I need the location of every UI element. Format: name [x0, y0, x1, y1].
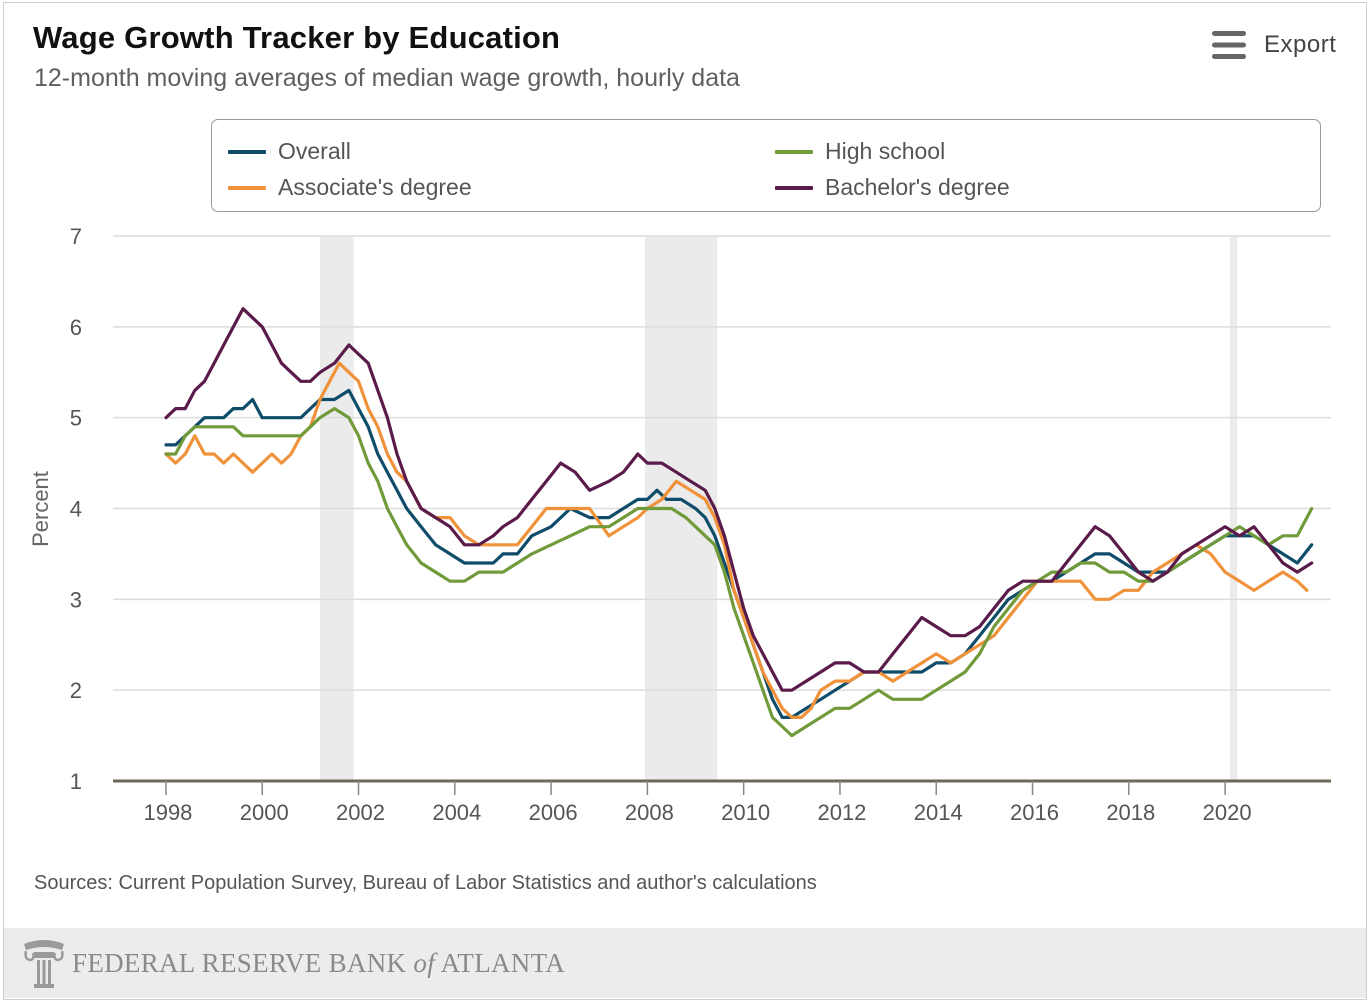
- hamburger-menu-icon[interactable]: [1212, 30, 1246, 60]
- y-tick-label: 2: [70, 678, 82, 703]
- x-tick-label: 2016: [1010, 800, 1059, 825]
- y-tick-label: 4: [70, 497, 82, 522]
- legend-item-associates[interactable]: Associate's degree: [228, 174, 472, 201]
- export-button[interactable]: Export: [1212, 28, 1336, 62]
- logo-wordmark: FEDERAL RESERVE BANK of ATLANTA: [72, 948, 565, 979]
- column-capital-icon: [24, 940, 64, 988]
- chart-legend: Overall Associate's degree High school B…: [211, 119, 1321, 212]
- y-tick-label: 1: [70, 769, 82, 794]
- series-line-bachelor-s-degree: [164, 307, 1314, 692]
- x-tick-label: 2010: [721, 800, 770, 825]
- y-tick-label: 6: [70, 315, 82, 340]
- sources-note: Sources: Current Population Survey, Bure…: [34, 872, 817, 894]
- x-tick-label: 2000: [240, 800, 289, 825]
- y-tick-label: 7: [70, 224, 82, 249]
- legend-item-overall[interactable]: Overall: [228, 138, 351, 165]
- footer-bar: FEDERAL RESERVE BANK of ATLANTA: [4, 928, 1366, 998]
- chart-subtitle: 12-month moving averages of median wage …: [34, 64, 740, 92]
- series-line-high-school: [164, 407, 1314, 738]
- series-lines: [164, 307, 1314, 738]
- legend-label: Bachelor's degree: [825, 174, 1010, 200]
- logo-of: of: [413, 948, 436, 978]
- y-axis-label: Percent: [28, 471, 53, 547]
- x-tick-label: 2002: [336, 800, 385, 825]
- gridlines: [113, 235, 1331, 691]
- legend-swatch: [775, 185, 813, 190]
- x-tick-label: 2006: [529, 800, 578, 825]
- legend-item-high-school[interactable]: High school: [775, 138, 945, 165]
- x-tick-label: 2008: [625, 800, 674, 825]
- series-line-overall: [164, 388, 1314, 719]
- legend-swatch: [228, 149, 266, 154]
- y-tick-label: 3: [70, 587, 82, 612]
- legend-label: Associate's degree: [278, 174, 472, 200]
- export-label[interactable]: Export: [1264, 31, 1337, 58]
- legend-item-bachelors[interactable]: Bachelor's degree: [775, 174, 1010, 201]
- legend-label: High school: [825, 138, 946, 164]
- logo-end: ATLANTA: [440, 948, 566, 978]
- legend-swatch: [775, 149, 813, 154]
- line-chart: 1 2 3 4 5 6 7 1998 2000 2002 2004 2006 2008 2010 2012 2…: [28, 224, 1331, 825]
- x-tick-label: 2012: [817, 800, 866, 825]
- x-tick-label: 2004: [432, 800, 481, 825]
- x-tick-label: 2014: [914, 800, 963, 825]
- legend-label: Overall: [278, 138, 351, 164]
- axes: 1 2 3 4 5 6 7 1998 2000 2002 2004 2006 2008 2010 2012 2…: [70, 224, 1331, 825]
- chart-title: Wage Growth Tracker by Education: [33, 20, 561, 55]
- series-line-associate-s-degree: [164, 361, 1309, 719]
- x-tick-label: 2020: [1203, 800, 1252, 825]
- x-tick-label: 1998: [143, 800, 192, 825]
- logo-main: FEDERAL RESERVE BANK: [72, 948, 407, 978]
- x-tick-label: 2018: [1106, 800, 1155, 825]
- legend-swatch: [228, 185, 266, 190]
- y-tick-label: 5: [70, 406, 82, 431]
